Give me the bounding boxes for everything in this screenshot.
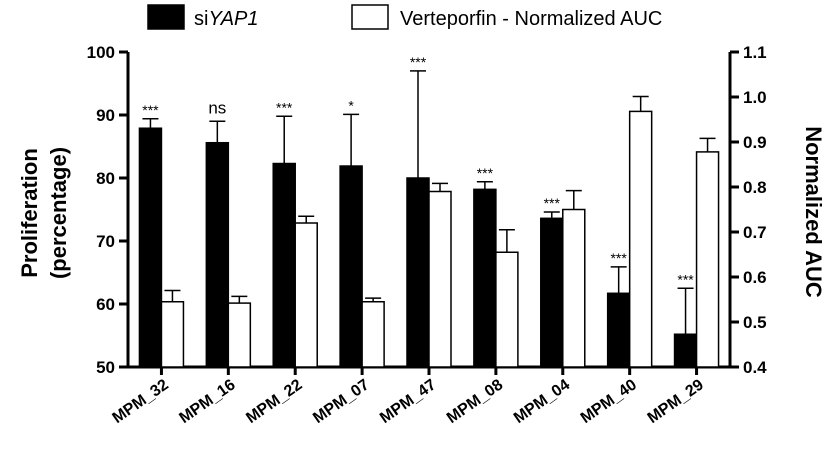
legend-label-siyap1-gene: YAP1 [208, 8, 258, 30]
bar-verteporfin [695, 151, 720, 368]
bar-siyap1 [540, 217, 564, 368]
y-left-tick-label: 70 [96, 232, 115, 251]
x-tick-label: MPM_22 [243, 376, 305, 427]
y-right-tick-label: 0.9 [743, 133, 767, 152]
significance-label: *** [410, 54, 427, 70]
y-left-tick-label: 60 [96, 295, 115, 314]
significance-label: *** [276, 99, 293, 115]
y-right-tick-label: 1.1 [743, 43, 767, 62]
significance-label: *** [544, 195, 561, 211]
legend-label-verteporfin: Verteporfin - Normalized AUC [400, 8, 662, 30]
y-left-tick-label: 80 [96, 169, 115, 188]
bar-siyap1 [205, 141, 230, 368]
y-right-tick-label: 0.8 [743, 178, 767, 197]
significance-label: ns [208, 98, 226, 117]
bar-verteporfin [227, 302, 252, 368]
x-tick-label: MPM_07 [310, 376, 372, 427]
bar-verteporfin [562, 208, 586, 368]
legend-swatch-siyap1 [147, 4, 185, 30]
bar-verteporfin [628, 110, 653, 368]
y-left-tick-label: 100 [87, 43, 115, 62]
bar-verteporfin [361, 301, 385, 368]
bar-siyap1 [673, 333, 698, 368]
significance-label: *** [677, 271, 694, 287]
x-tick-label: MPM_40 [578, 376, 640, 427]
y-left-tick-label: 50 [96, 358, 115, 377]
bar-verteporfin [428, 190, 452, 368]
legend-label-siyap1: siYAP1 [194, 8, 259, 30]
legend-swatch-verteporfin [351, 4, 389, 30]
y-right-tick-label: 0.4 [743, 358, 767, 377]
legend-label-siyap1-prefix: si [194, 8, 208, 30]
significance-label: * [348, 97, 354, 113]
x-tick-label: MPM_32 [110, 376, 172, 427]
bar-verteporfin [495, 251, 519, 368]
bar-verteporfin [294, 222, 318, 368]
y-left-tick-label: 90 [96, 106, 115, 125]
x-tick-label: MPM_16 [176, 376, 238, 427]
bar-siyap1 [473, 188, 497, 368]
y-right-tick-label: 0.6 [743, 268, 767, 287]
y-right-axis-title: Normalized AUC [801, 126, 826, 298]
y-left-axis-title-line1: Proliferation [17, 148, 42, 278]
bar-siyap1 [606, 292, 631, 368]
legend: siYAP1 Verteporfin - Normalized AUC [147, 4, 662, 30]
bar-siyap1 [272, 162, 296, 368]
bar-siyap1 [138, 127, 163, 368]
bar-siyap1 [406, 177, 430, 368]
x-tick-label: MPM_29 [645, 376, 707, 427]
x-tick-label: MPM_08 [444, 376, 506, 427]
significance-label: *** [142, 102, 159, 118]
significance-label: *** [477, 165, 494, 181]
y-right-tick-label: 1.0 [743, 88, 767, 107]
bar-siyap1 [339, 165, 363, 368]
x-tick-label: MPM_04 [511, 376, 573, 427]
y-right-tick-label: 0.7 [743, 223, 767, 242]
significance-label: *** [610, 250, 627, 266]
y-left-axis-title-line2: (percentage) [46, 147, 71, 279]
bar-verteporfin [160, 301, 185, 368]
x-tick-label: MPM_47 [377, 376, 439, 427]
plot-area: 50607080901000.40.50.60.70.80.91.01.1***… [87, 43, 768, 427]
y-right-tick-label: 0.5 [743, 313, 767, 332]
